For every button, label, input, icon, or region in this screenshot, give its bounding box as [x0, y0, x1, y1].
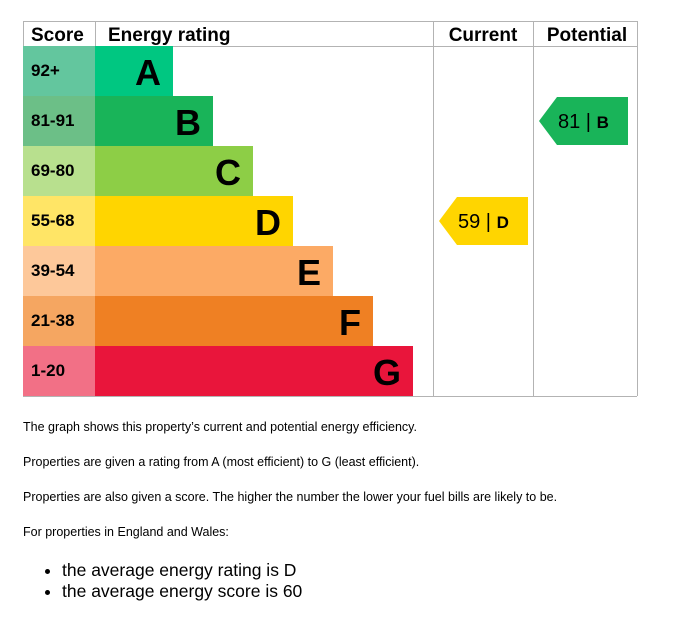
potential-marker-label: 81 | B	[558, 111, 609, 133]
average-list: the average energy rating is D the avera…	[44, 560, 302, 602]
current-marker-label: 59 | D	[458, 211, 509, 233]
header-energy-rating: Energy rating	[108, 25, 230, 46]
rating-bar-c	[95, 146, 253, 196]
rating-letter-e: E	[297, 252, 321, 293]
score-range-f: 21-38	[31, 311, 74, 330]
score-cell-d	[23, 196, 95, 246]
description-graph: The graph shows this property’s current …	[23, 420, 417, 434]
rating-letter-a: A	[135, 52, 161, 93]
score-cell-b	[23, 96, 95, 146]
potential-marker-arrow	[539, 97, 628, 145]
rating-bar-b	[95, 96, 213, 146]
average-score-item: the average energy score is 60	[62, 581, 302, 602]
score-cell-e	[23, 246, 95, 296]
rating-letter-c: C	[215, 152, 241, 193]
potential-marker-score: 81 |	[558, 111, 597, 133]
rating-markers: 59 | D 81 | B	[439, 97, 628, 245]
description-rating: Properties are given a rating from A (mo…	[23, 455, 420, 469]
score-cell-a	[23, 46, 95, 96]
rating-bar-e	[95, 246, 333, 296]
rating-bands: 92+ A 81-91 B 69-80 C 55-68 D 39-54 E 21-38 F 1-20 G	[23, 46, 413, 396]
score-range-d: 55-68	[31, 211, 74, 230]
description-region: For properties in England and Wales:	[23, 525, 229, 539]
rating-letter-g: G	[373, 352, 401, 393]
rating-bar-g	[95, 346, 413, 396]
rating-letter-d: D	[255, 202, 281, 243]
current-marker-score: 59 |	[458, 211, 497, 233]
rating-bar-d	[95, 196, 293, 246]
score-range-b: 81-91	[31, 111, 74, 130]
header-potential: Potential	[547, 25, 627, 46]
header-score: Score	[31, 25, 84, 46]
score-cell-c	[23, 146, 95, 196]
rating-letter-b: B	[175, 102, 201, 143]
score-range-e: 39-54	[31, 261, 75, 280]
chart-headers: Score Energy rating Current Potential	[31, 25, 627, 46]
average-rating-item: the average energy rating is D	[62, 560, 302, 581]
header-current: Current	[449, 25, 518, 46]
current-marker-band: D	[497, 213, 509, 232]
energy-rating-chart: Score Energy rating Current Potential 92…	[23, 21, 638, 397]
description-score: Properties are also given a score. The h…	[23, 490, 558, 504]
rating-letter-f: F	[339, 302, 361, 343]
rating-bar-a	[95, 46, 173, 96]
score-range-g: 1-20	[31, 361, 65, 380]
rating-bar-f	[95, 296, 373, 346]
score-range-a: 92+	[31, 61, 60, 80]
current-marker-arrow	[439, 197, 528, 245]
score-range-c: 69-80	[31, 161, 74, 180]
score-cell-f	[23, 296, 95, 346]
potential-marker-band: B	[597, 113, 609, 132]
score-cell-g	[23, 346, 95, 396]
